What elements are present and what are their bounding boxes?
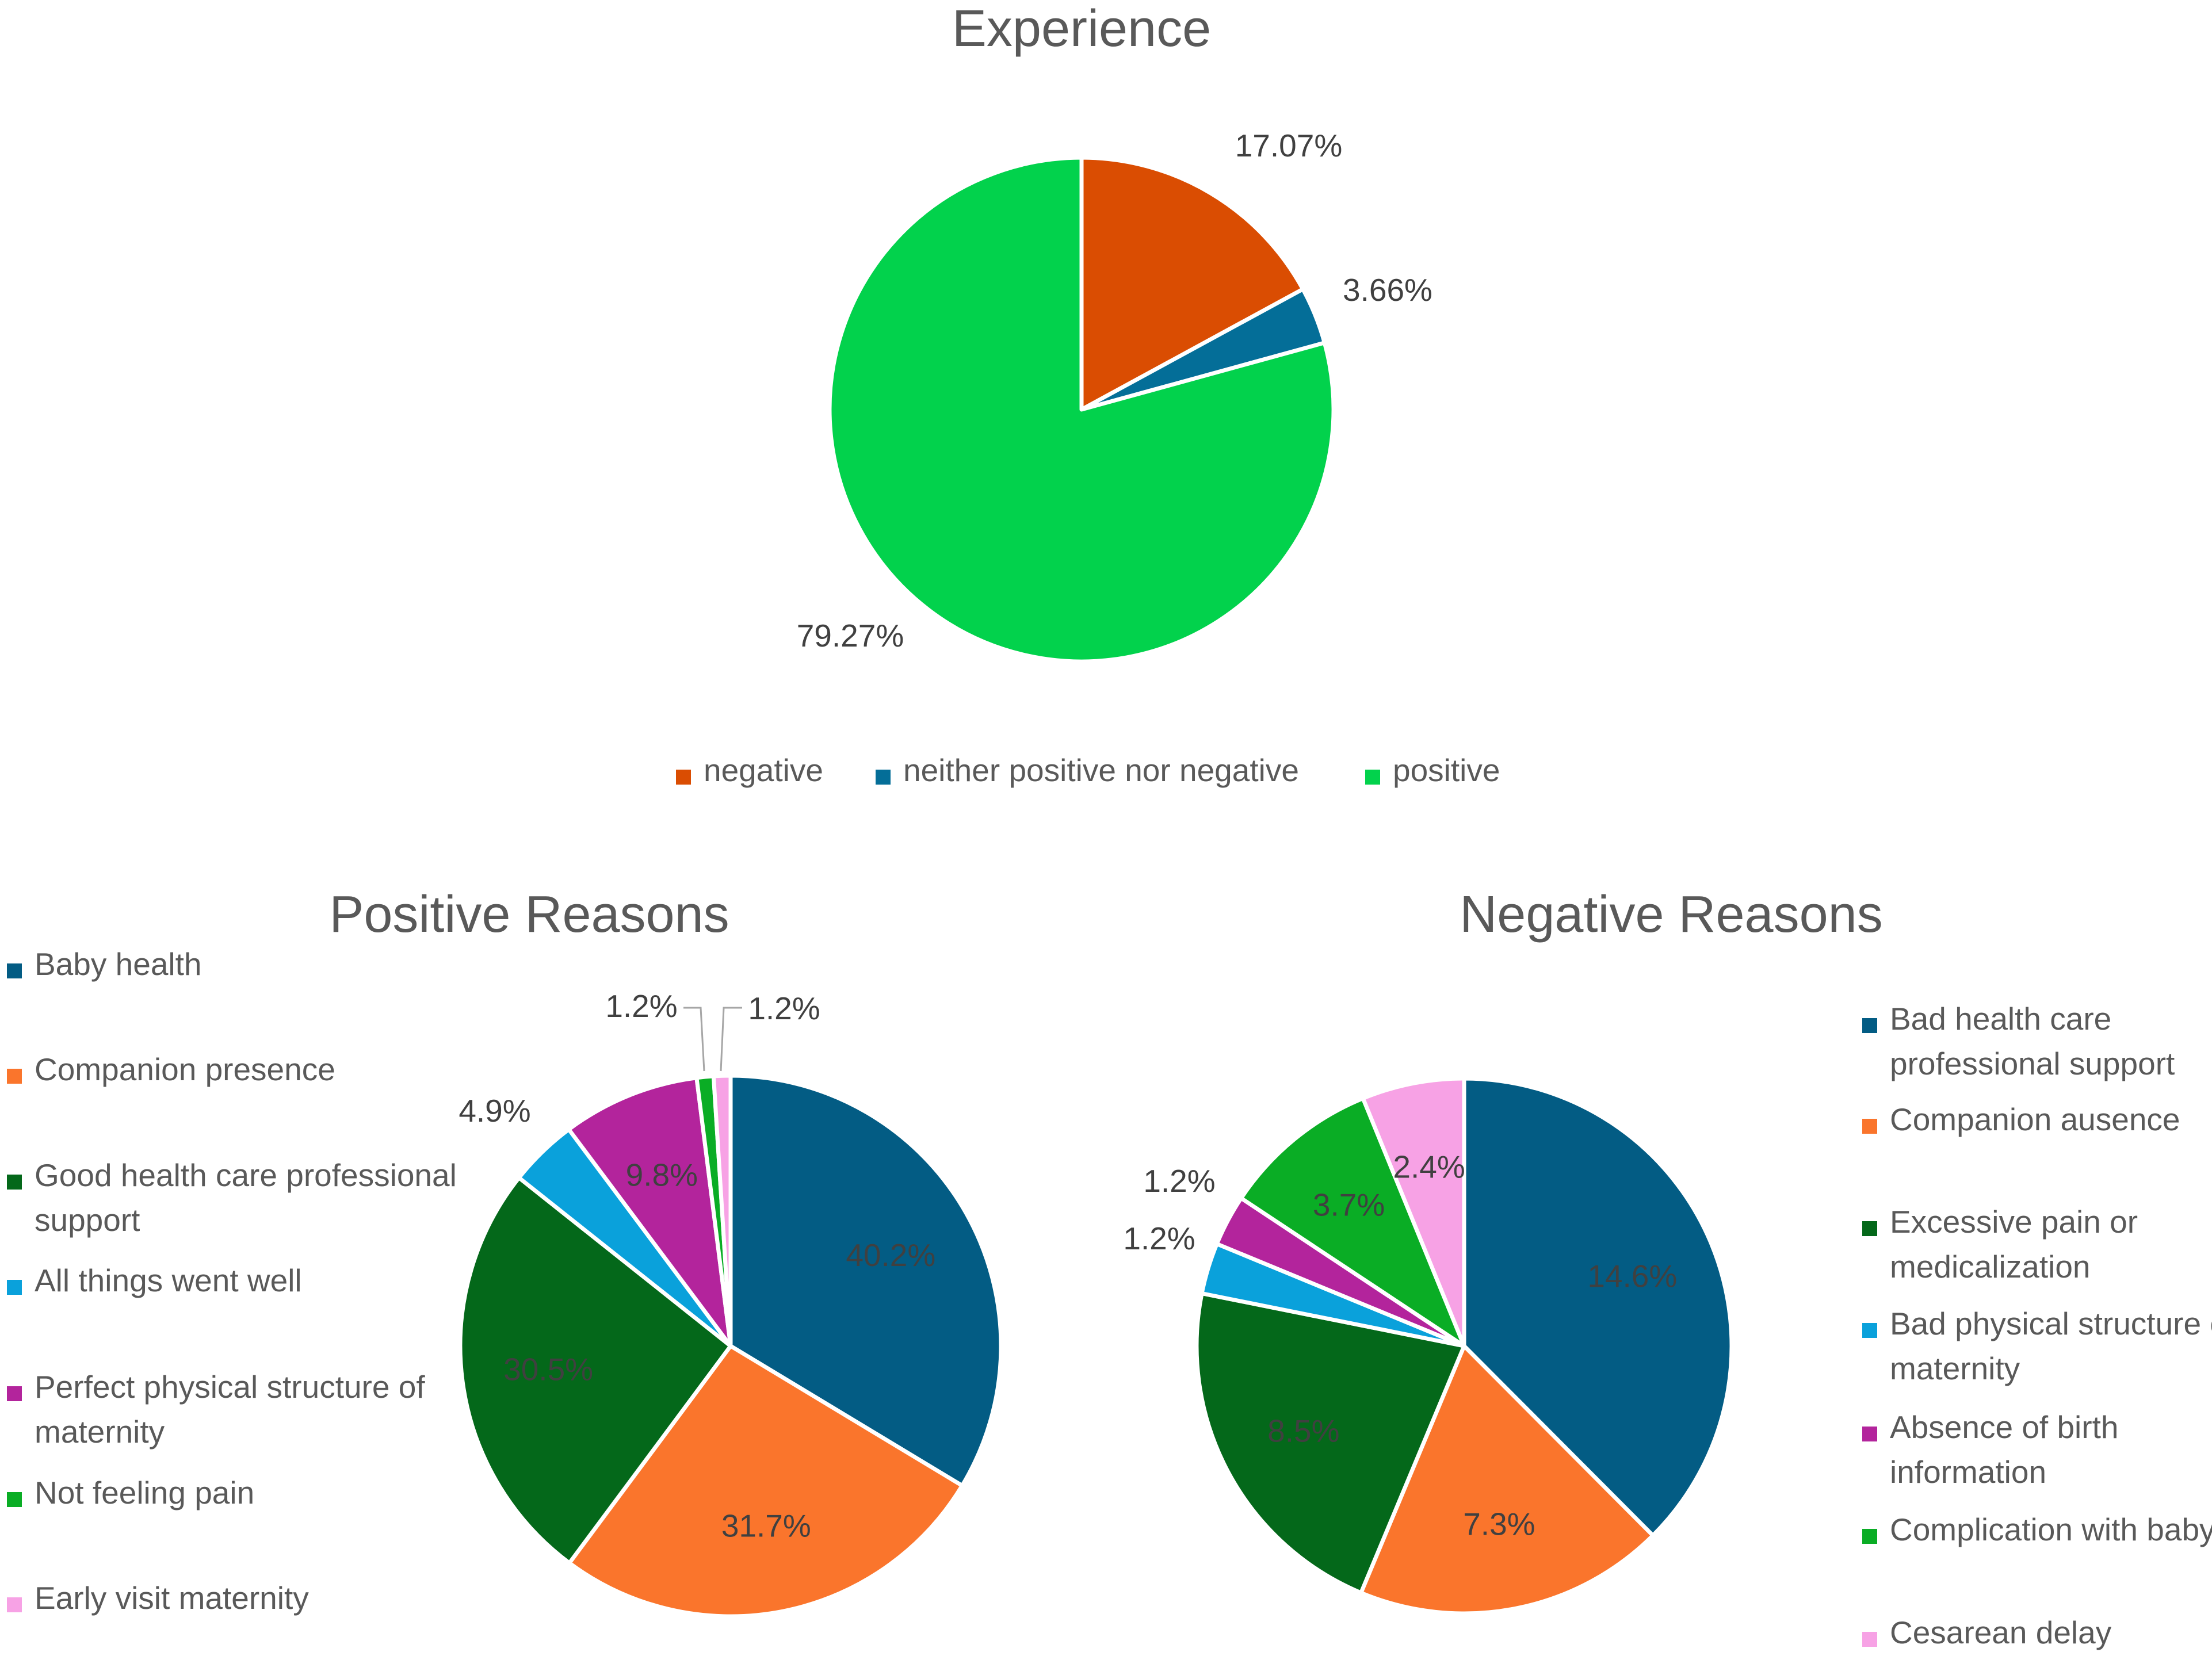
negative-reasons-legend-label-cesarean-delay: Cesarean delay (1890, 1615, 2112, 1650)
negative-reasons-legend-label-companion-ausence: Companion ausence (1890, 1102, 2180, 1137)
experience-legend-marker-neither-positive-nor-negative (876, 770, 891, 785)
positive-reasons-legend-marker-all-things-went-well (7, 1280, 22, 1295)
positive-reasons-slice-good-health-care-professional-support (458, 1176, 733, 1565)
negative-reasons-legend-item-companion-ausence: Companion ausence (1862, 1102, 2180, 1137)
positive-reasons-legend-marker-companion-presence (7, 1069, 22, 1084)
positive-reasons-legend-item-baby-health: Baby health (7, 946, 202, 982)
negative-reasons-slice-companion-ausence (1359, 1344, 1655, 1616)
positive-reasons-title: Positive Reasons (329, 886, 729, 943)
negative-reasons-legend-marker-companion-ausence (1862, 1119, 1877, 1134)
experience-legend-item-neither-positive-nor-negative: neither positive nor negative (876, 752, 1299, 788)
positive-reasons-legend-marker-early-visit-maternity (7, 1597, 22, 1612)
positive-reasons-legend-item-not-feeling-pain: Not feeling pain (7, 1475, 254, 1510)
experience-legend-label-positive: positive (1393, 752, 1500, 788)
positive-reasons-slice-perfect-physical-structure-of-maternity (567, 1076, 733, 1348)
pie-slices-layer (458, 155, 1734, 1619)
positive-reasons-slice-baby-health (728, 1073, 1003, 1488)
experience-title: Experience (952, 0, 1211, 58)
experience-legend-label-negative: negative (704, 752, 823, 788)
positive-reasons-legend-marker-good-health-care-professional-support (7, 1175, 22, 1190)
negative-reasons-legend-marker-bad-physical-structure-of-maternity (1862, 1323, 1877, 1338)
negative-reasons-slice-bad-health-care-professional-support (1462, 1076, 1734, 1538)
legends-layer: negative neither positive nor negative pos… (7, 752, 2212, 1650)
experience-data-label-negative: 17.07% (1235, 128, 1343, 163)
positive-reasons-data-label-early-visit-maternity: 1.2% (748, 991, 820, 1026)
negative-reasons-legend-marker-excessive-pain-or-medicalization (1862, 1221, 1877, 1236)
positive-reasons-legend-label-perfect-physical-structure-of-maternity: Perfect physical structure of maternity (35, 1369, 425, 1450)
negative-reasons-data-label-excessive-pain-or-medicalization: 8.5% (1267, 1413, 1339, 1448)
negative-reasons-slice-cesarean-delay (1361, 1076, 1466, 1348)
negative-reasons-legend-item-absence-of-birth-information: Absence of birth information (1862, 1409, 2118, 1490)
negative-reasons-slice-excessive-pain-or-medicalization (1194, 1291, 1466, 1595)
negative-reasons-legend-label-bad-physical-structure-of-maternity: Bad physical structure of maternity (1890, 1306, 2212, 1386)
positive-reasons-legend-label-not-feeling-pain: Not feeling pain (35, 1475, 254, 1510)
experience-legend-marker-negative (676, 770, 691, 785)
negative-reasons-data-label-complication-with-baby: 3.7% (1313, 1187, 1385, 1222)
experience-legend-label-neither-positive-nor-negative: neither positive nor negative (903, 752, 1299, 788)
negative-reasons-legend-item-bad-physical-structure-of-maternity: Bad physical structure of maternity (1862, 1306, 2212, 1386)
positive-reasons-data-label-not-feeling-pain: 1.2% (605, 988, 677, 1024)
negative-reasons-data-label-absence-of-birth-information: 1.2% (1143, 1163, 1215, 1199)
negative-reasons-data-label-cesarean-delay: 2.4% (1393, 1149, 1465, 1185)
positive-reasons-leader-line-not-feeling-pain (683, 1007, 705, 1072)
negative-reasons-legend-label-excessive-pain-or-medicalization: Excessive pain or medicalization (1890, 1204, 2138, 1284)
positive-reasons-legend-label-early-visit-maternity: Early visit maternity (35, 1580, 309, 1616)
positive-reasons-data-label-good-health-care-professional-support: 30.5% (503, 1352, 593, 1387)
positive-reasons-legend-item-early-visit-maternity: Early visit maternity (7, 1580, 309, 1616)
negative-reasons-legend-label-absence-of-birth-information: Absence of birth information (1890, 1409, 2118, 1490)
pie-labels-layer: 17.07% 3.66% 79.27% 40.2% 31.7% 30.5% 4.9% 9.8%… (459, 128, 1677, 1544)
positive-reasons-legend-marker-not-feeling-pain (7, 1492, 22, 1507)
negative-reasons-legend-item-complication-with-baby: Complication with baby (1862, 1512, 2212, 1547)
positive-reasons-legend-label-baby-health: Baby health (35, 946, 202, 982)
positive-reasons-legend-label-companion-presence: Companion presence (35, 1051, 335, 1087)
experience-data-label-positive: 79.27% (797, 618, 904, 653)
positive-reasons-slice-early-visit-maternity (711, 1073, 733, 1348)
positive-reasons-data-label-perfect-physical-structure-of-maternity: 9.8% (626, 1157, 698, 1193)
positive-reasons-leader-line-early-visit-maternity (720, 1007, 742, 1072)
negative-reasons-legend-marker-cesarean-delay (1862, 1632, 1877, 1647)
negative-reasons-legend-marker-bad-health-care-professional-support (1862, 1018, 1877, 1033)
positive-reasons-legend-item-all-things-went-well: All things went well (7, 1263, 302, 1298)
experience-slice-positive (827, 155, 1336, 664)
positive-reasons-legend-item-good-health-care-professional-support: Good health care professional support (7, 1157, 457, 1238)
positive-reasons-data-label-companion-presence: 31.7% (721, 1508, 811, 1544)
positive-reasons-slice-companion-presence (567, 1344, 964, 1619)
negative-reasons-data-label-bad-physical-structure-of-maternity: 1.2% (1123, 1221, 1195, 1256)
positive-reasons-legend-label-good-health-care-professional-support: Good health care professional support (35, 1157, 457, 1238)
negative-reasons-data-label-companion-ausence: 7.3% (1463, 1506, 1535, 1542)
negative-reasons-title: Negative Reasons (1460, 886, 1882, 943)
negative-reasons-data-label-bad-health-care-professional-support: 14.6% (1587, 1258, 1677, 1294)
experience-slice-negative (1079, 155, 1305, 412)
positive-reasons-legend-marker-perfect-physical-structure-of-maternity (7, 1386, 22, 1401)
positive-reasons-legend-label-all-things-went-well: All things went well (35, 1263, 302, 1298)
negative-reasons-legend-label-bad-health-care-professional-support: Bad health care professional support (1890, 1001, 2175, 1081)
negative-reasons-legend-item-excessive-pain-or-medicalization: Excessive pain or medicalization (1862, 1204, 2138, 1284)
positive-reasons-legend-item-companion-presence: Companion presence (7, 1051, 335, 1087)
negative-reasons-legend-marker-complication-with-baby (1862, 1529, 1877, 1544)
negative-reasons-slice-complication-with-baby (1239, 1096, 1466, 1348)
positive-reasons-data-label-baby-health: 40.2% (846, 1237, 935, 1273)
negative-reasons-legend-item-bad-health-care-professional-support: Bad health care professional support (1862, 1001, 2175, 1081)
experience-legend-item-negative: negative (676, 752, 823, 788)
experience-legend-marker-positive (1365, 770, 1380, 785)
positive-reasons-legend-marker-baby-health (7, 963, 22, 978)
positive-reasons-data-label-all-things-went-well: 4.9% (459, 1093, 530, 1129)
positive-reasons-legend-item-perfect-physical-structure-of-maternity: Perfect physical structure of maternity (7, 1369, 425, 1450)
negative-reasons-legend-item-cesarean-delay: Cesarean delay (1862, 1615, 2112, 1650)
negative-reasons-legend-marker-absence-of-birth-information (1862, 1427, 1877, 1441)
experience-legend-item-positive: positive (1365, 752, 1500, 788)
negative-reasons-legend-label-complication-with-baby: Complication with baby (1890, 1512, 2212, 1547)
experience-data-label-neither-positive-nor-negative: 3.66% (1343, 272, 1432, 308)
